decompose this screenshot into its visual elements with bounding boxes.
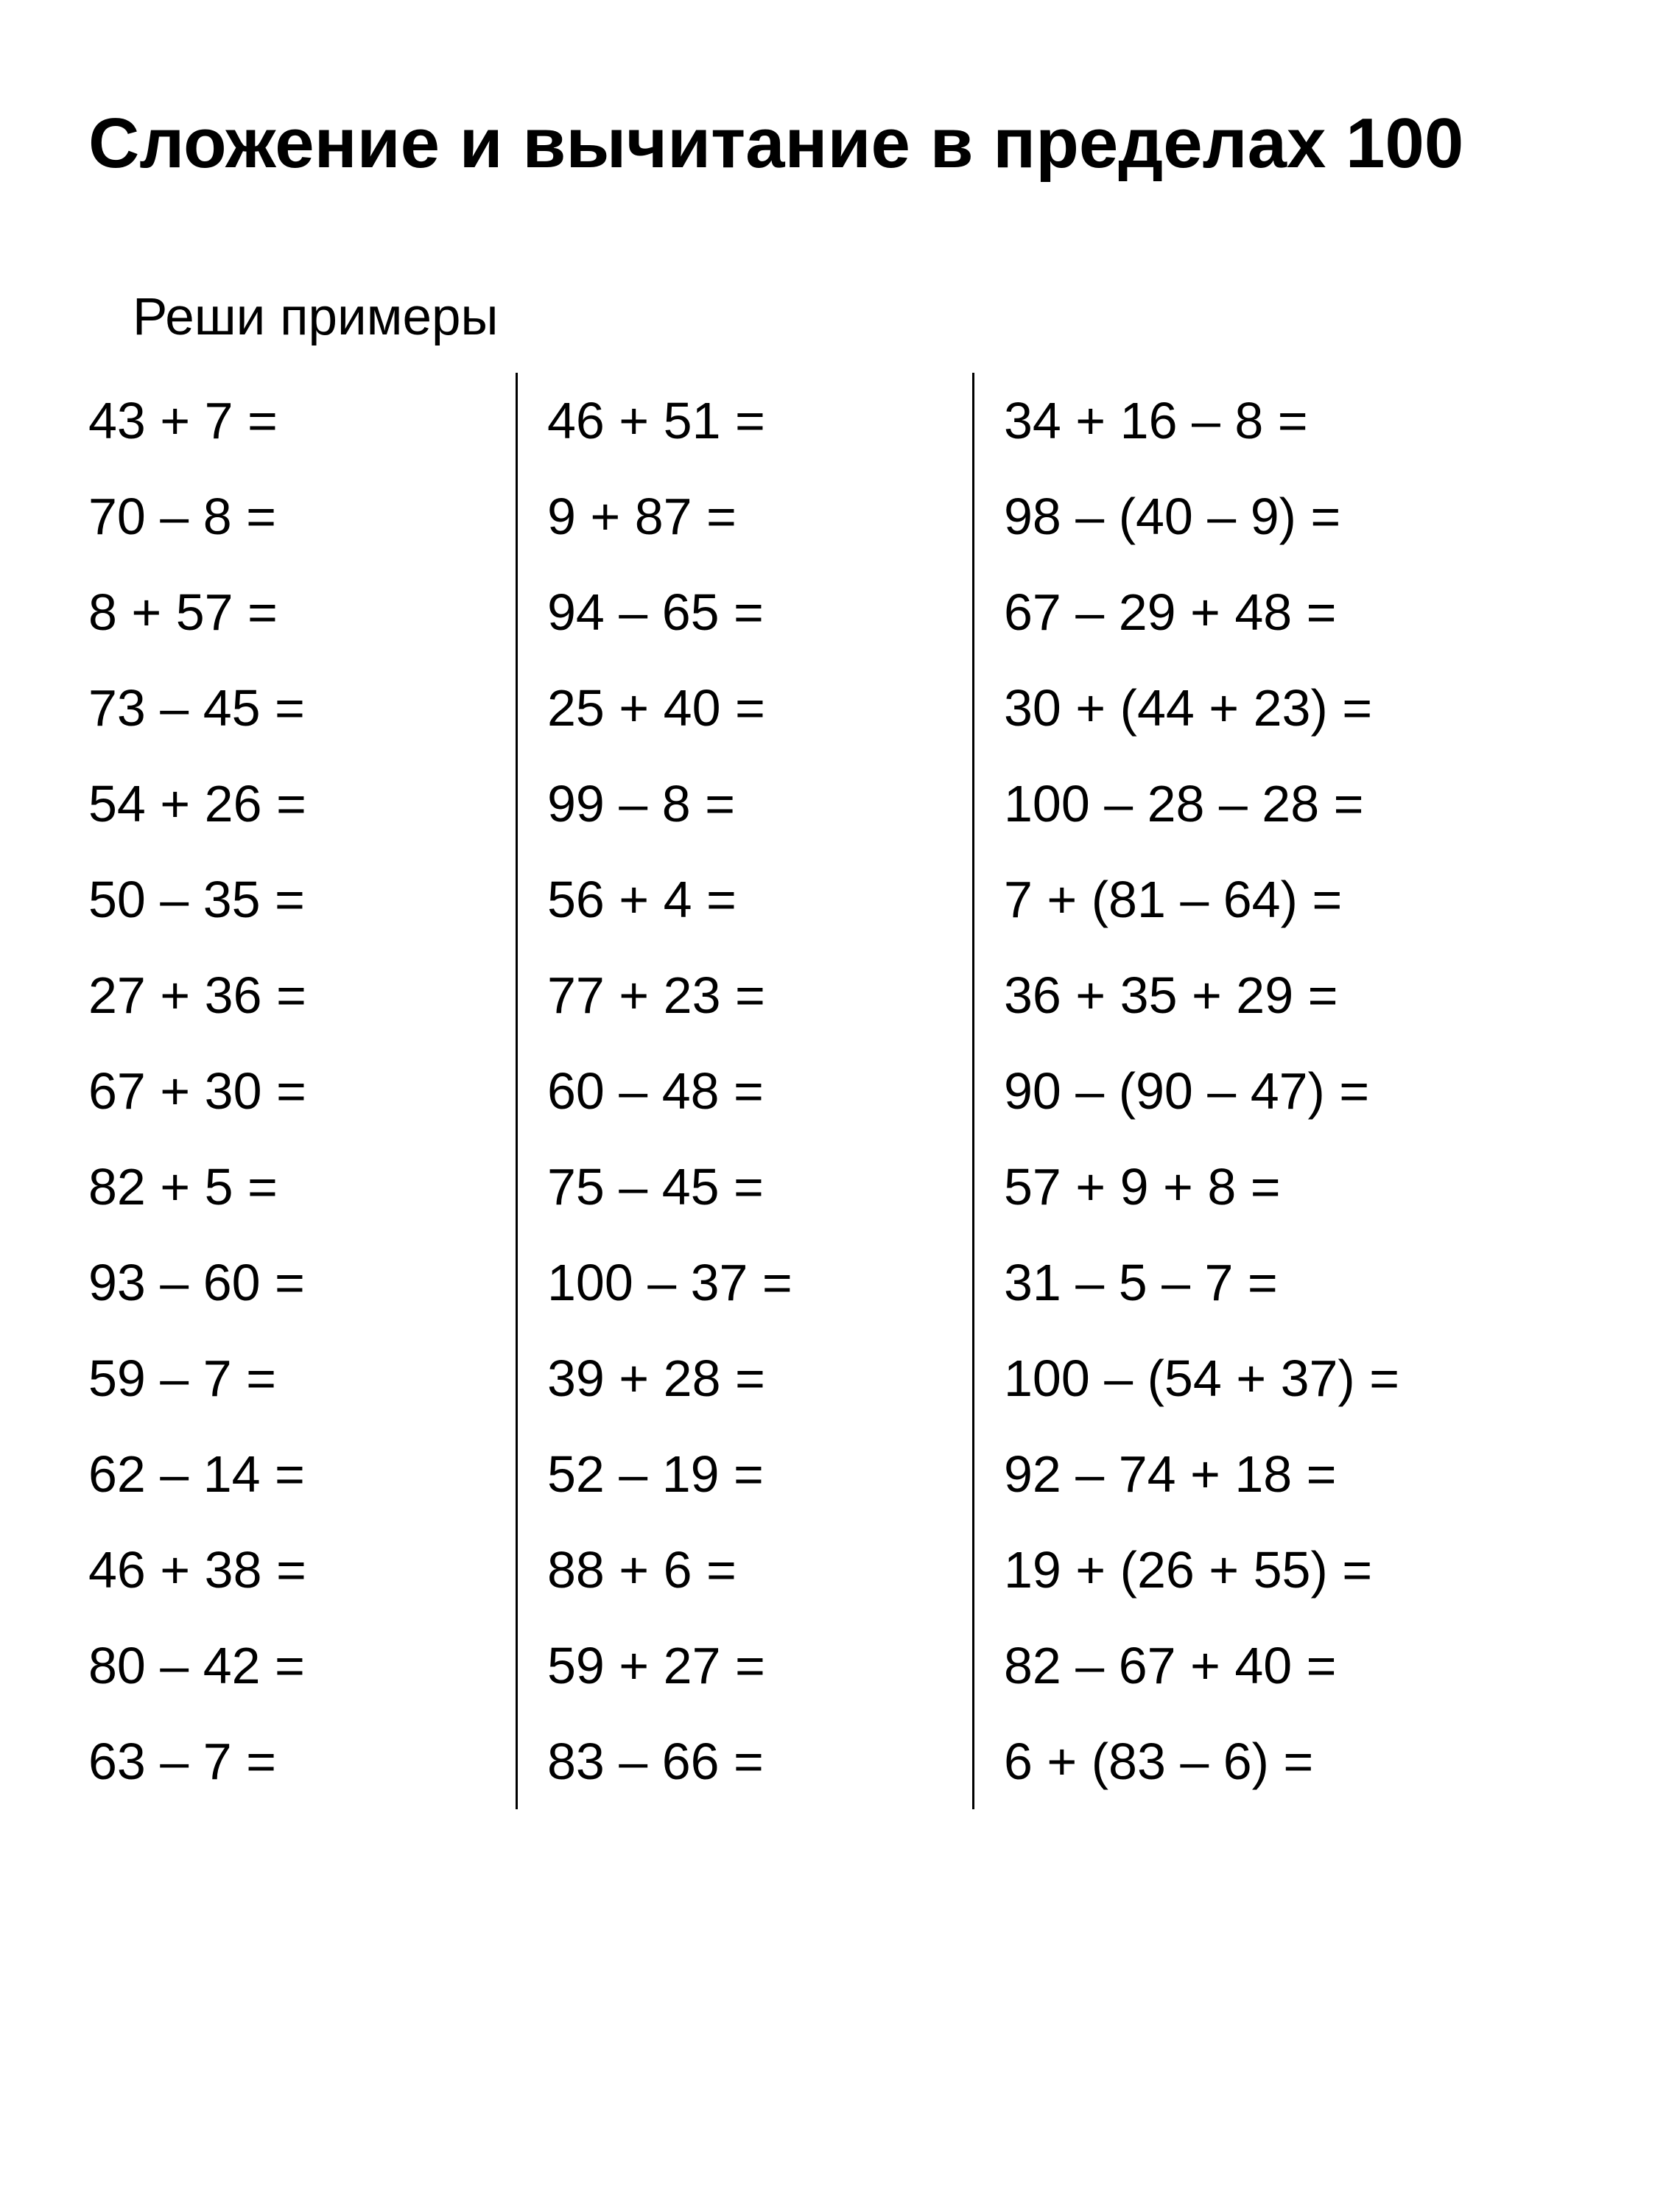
- problem-cell: 50 – 35 =: [88, 852, 493, 947]
- problem-cell: 30 + (44 + 23) =: [1004, 660, 1592, 756]
- column-2: 46 + 51 = 9 + 87 = 94 – 65 = 25 + 40 = 9…: [516, 373, 972, 1809]
- problem-cell: 94 – 65 =: [547, 564, 950, 660]
- problem-cell: 43 + 7 =: [88, 373, 493, 469]
- problem-cell: 80 – 42 =: [88, 1618, 493, 1713]
- problem-cell: 88 + 6 =: [547, 1522, 950, 1618]
- problem-cell: 34 + 16 – 8 =: [1004, 373, 1592, 469]
- column-1: 43 + 7 = 70 – 8 = 8 + 57 = 73 – 45 = 54 …: [88, 373, 516, 1809]
- problem-cell: 27 + 36 =: [88, 947, 493, 1043]
- problem-cell: 83 – 66 =: [547, 1713, 950, 1809]
- problem-cell: 98 – (40 – 9) =: [1004, 469, 1592, 564]
- problem-cell: 82 + 5 =: [88, 1139, 493, 1235]
- problem-cell: 100 – 37 =: [547, 1235, 950, 1330]
- problem-cell: 90 – (90 – 47) =: [1004, 1043, 1592, 1139]
- problem-cell: 60 – 48 =: [547, 1043, 950, 1139]
- problem-cell: 59 – 7 =: [88, 1330, 493, 1426]
- problem-cell: 100 – 28 – 28 =: [1004, 756, 1592, 852]
- problem-cell: 70 – 8 =: [88, 469, 493, 564]
- problem-cell: 31 – 5 – 7 =: [1004, 1235, 1592, 1330]
- problem-cell: 100 – (54 + 37) =: [1004, 1330, 1592, 1426]
- problem-cell: 54 + 26 =: [88, 756, 493, 852]
- problem-cell: 82 – 67 + 40 =: [1004, 1618, 1592, 1713]
- problem-cell: 67 + 30 =: [88, 1043, 493, 1139]
- problem-cell: 93 – 60 =: [88, 1235, 493, 1330]
- problem-cell: 75 – 45 =: [547, 1139, 950, 1235]
- problem-cell: 7 + (81 – 64) =: [1004, 852, 1592, 947]
- problem-cell: 9 + 87 =: [547, 469, 950, 564]
- problem-cell: 39 + 28 =: [547, 1330, 950, 1426]
- problem-cell: 77 + 23 =: [547, 947, 950, 1043]
- problem-cell: 92 – 74 + 18 =: [1004, 1426, 1592, 1522]
- problem-cell: 19 + (26 + 55) =: [1004, 1522, 1592, 1618]
- problem-cell: 73 – 45 =: [88, 660, 493, 756]
- problems-columns: 43 + 7 = 70 – 8 = 8 + 57 = 73 – 45 = 54 …: [88, 373, 1592, 1809]
- problem-cell: 67 – 29 + 48 =: [1004, 564, 1592, 660]
- column-3: 34 + 16 – 8 = 98 – (40 – 9) = 67 – 29 + …: [972, 373, 1592, 1809]
- problem-cell: 8 + 57 =: [88, 564, 493, 660]
- problem-cell: 52 – 19 =: [547, 1426, 950, 1522]
- problem-cell: 57 + 9 + 8 =: [1004, 1139, 1592, 1235]
- problem-cell: 56 + 4 =: [547, 852, 950, 947]
- problem-cell: 36 + 35 + 29 =: [1004, 947, 1592, 1043]
- problem-cell: 46 + 38 =: [88, 1522, 493, 1618]
- problem-cell: 6 + (83 – 6) =: [1004, 1713, 1592, 1809]
- problem-cell: 59 + 27 =: [547, 1618, 950, 1713]
- page-title: Сложение и вычитание в пределах 100: [88, 103, 1592, 184]
- problem-cell: 62 – 14 =: [88, 1426, 493, 1522]
- problem-cell: 99 – 8 =: [547, 756, 950, 852]
- problem-cell: 46 + 51 =: [547, 373, 950, 469]
- problem-cell: 25 + 40 =: [547, 660, 950, 756]
- problem-cell: 63 – 7 =: [88, 1713, 493, 1809]
- page-subtitle: Реши примеры: [133, 287, 1592, 347]
